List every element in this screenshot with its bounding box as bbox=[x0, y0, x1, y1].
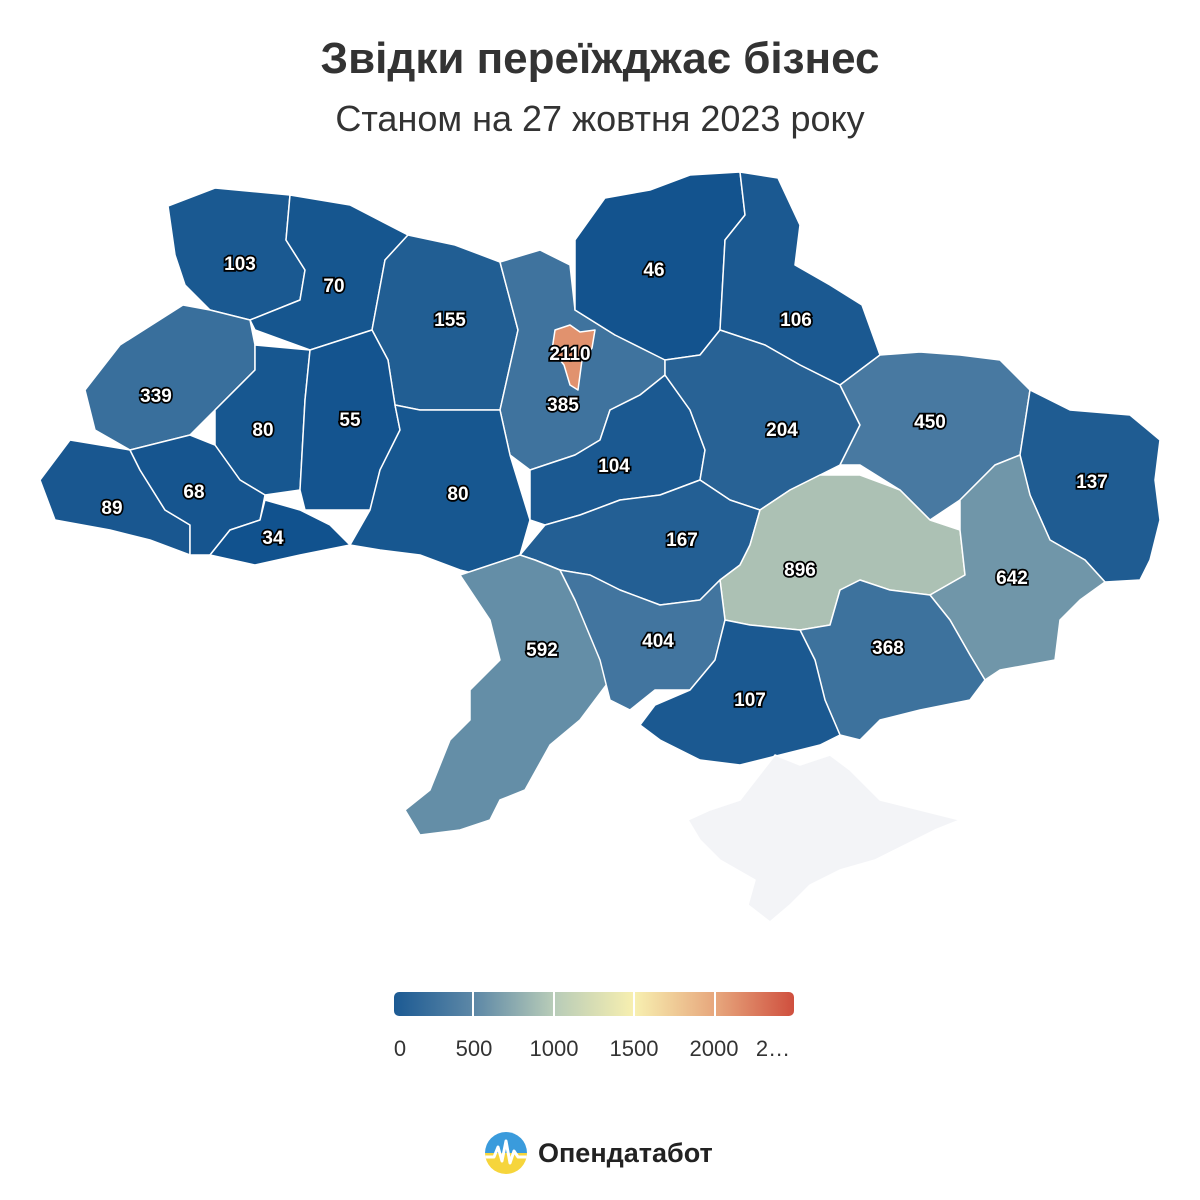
brand-name: Опендатабот bbox=[538, 1137, 713, 1168]
opendatabot-logo-icon bbox=[485, 1132, 527, 1174]
legend-segment-3 bbox=[554, 992, 636, 1016]
legend-segment-2 bbox=[474, 992, 555, 1016]
legend-labels: 0 500 1000 1500 2000 2… bbox=[394, 1036, 814, 1064]
legend-color-bar bbox=[394, 992, 794, 1016]
region-vinnytsia[interactable] bbox=[349, 404, 531, 576]
legend-label: 1000 bbox=[529, 1036, 579, 1061]
value-label: 896 bbox=[784, 560, 816, 581]
region-kyiv-city[interactable] bbox=[551, 324, 596, 391]
value-label: 450 bbox=[914, 412, 946, 433]
legend-segment-4 bbox=[635, 992, 716, 1016]
value-label: 104 bbox=[598, 456, 630, 477]
legend-label: 0 bbox=[393, 1036, 407, 1061]
region-lviv[interactable] bbox=[84, 304, 256, 451]
value-label: 204 bbox=[766, 420, 798, 441]
region-chernivtsi[interactable] bbox=[209, 499, 351, 566]
value-label: 68 bbox=[183, 482, 204, 503]
legend-segment-5 bbox=[715, 992, 794, 1016]
value-label: 2110 bbox=[549, 344, 590, 365]
value-label: 592 bbox=[526, 640, 558, 661]
value-label: 89 bbox=[101, 498, 122, 519]
region-crimea[interactable] bbox=[687, 754, 961, 923]
value-label: 46 bbox=[643, 260, 664, 281]
value-label: 34 bbox=[262, 528, 284, 549]
brand[interactable]: Опендатабот bbox=[484, 1130, 713, 1176]
value-label: 642 bbox=[996, 568, 1028, 589]
value-label: 107 bbox=[734, 690, 766, 711]
value-label: 167 bbox=[666, 530, 698, 551]
region-donetsk[interactable] bbox=[929, 454, 1106, 681]
value-label: 137 bbox=[1076, 472, 1108, 493]
legend-label: 2… bbox=[755, 1036, 791, 1061]
legend-label: 2000 bbox=[689, 1036, 739, 1061]
color-legend bbox=[394, 992, 794, 1016]
value-label: 106 bbox=[780, 310, 812, 331]
legend-segment-1 bbox=[394, 992, 475, 1016]
map-title: Звідки переїжджає бізнес bbox=[320, 34, 880, 83]
value-label: 339 bbox=[140, 386, 172, 407]
value-label: 80 bbox=[252, 420, 273, 441]
map-subtitle: Станом на 27 жовтня 2023 року bbox=[335, 98, 865, 139]
value-label: 155 bbox=[434, 310, 466, 331]
region-rivne[interactable] bbox=[249, 194, 409, 351]
region-kherson[interactable] bbox=[639, 619, 841, 766]
value-label: 385 bbox=[547, 395, 579, 416]
value-label: 55 bbox=[339, 410, 361, 431]
legend-label: 1500 bbox=[609, 1036, 659, 1061]
value-label: 103 bbox=[224, 254, 256, 275]
value-label: 368 bbox=[872, 638, 904, 659]
value-label: 70 bbox=[323, 276, 344, 297]
legend-label: 500 bbox=[455, 1036, 493, 1061]
value-label: 404 bbox=[642, 631, 674, 652]
value-label: 80 bbox=[447, 484, 468, 505]
